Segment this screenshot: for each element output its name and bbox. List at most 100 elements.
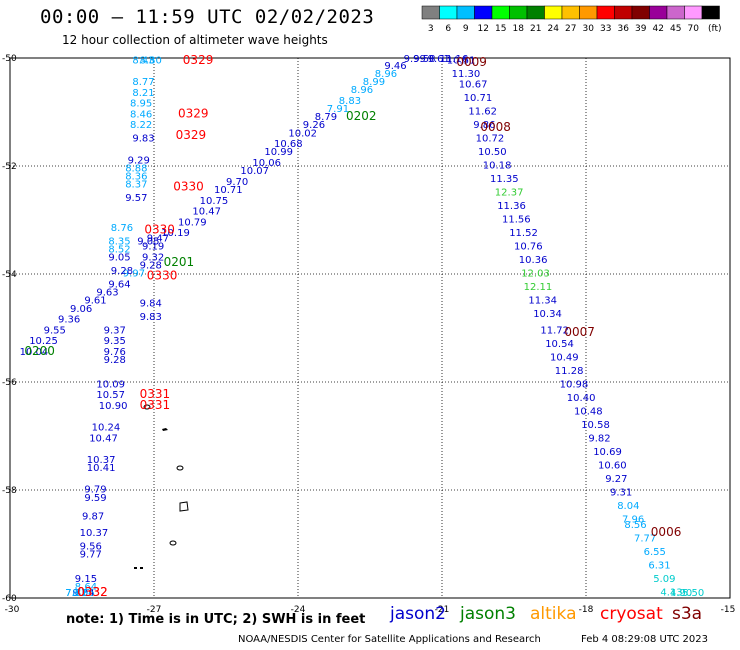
time-label: 0006 — [651, 525, 682, 539]
swh-label: 10.50 — [478, 147, 507, 158]
time-label: 0329 — [178, 106, 209, 120]
swh-label: 11.16 — [440, 54, 469, 65]
swh-label: 8.46 — [130, 109, 152, 120]
legend-label: 36 — [618, 24, 630, 34]
legend-swatch — [474, 5, 493, 20]
legend-swatch — [596, 5, 615, 20]
swh-label: 8.83 — [339, 96, 361, 107]
swh-label: 9.19 — [142, 242, 164, 253]
legend-swatch — [561, 5, 580, 20]
island-shape — [169, 540, 177, 546]
legend-cryosat: cryosat — [600, 604, 663, 624]
y-tick-label: -52 — [2, 162, 17, 172]
swh-label: 10.25 — [29, 336, 58, 347]
swh-label: 10.71 — [214, 185, 243, 196]
legend-label: 70 — [688, 24, 700, 34]
swh-label: 10.76 — [514, 242, 543, 253]
legend-swatch — [614, 5, 633, 20]
footer-note: note: 1) Time is in UTC; 2) SWH is in fe… — [66, 612, 366, 627]
time-label: 0008 — [480, 120, 511, 134]
swh-label: 10.37 — [80, 528, 109, 539]
time-label: 0329 — [176, 128, 207, 142]
swh-label: 9.84 — [140, 298, 162, 309]
swh-label: 7.77 — [634, 533, 656, 544]
swh-label: 9.36 — [58, 315, 80, 326]
swh-label: 8.95 — [130, 99, 152, 110]
time-label: 0332 — [77, 585, 108, 599]
time-label: 0009 — [456, 55, 487, 69]
swh-label: 8.76 — [111, 223, 133, 234]
swh-label: 8.43 — [132, 55, 154, 66]
legend-label: 42 — [653, 24, 664, 34]
swh-label: 12.37 — [495, 188, 524, 199]
swh-label: 10.19 — [161, 228, 190, 239]
legend-swatch — [491, 5, 510, 20]
legend-swatch — [526, 5, 545, 20]
swh-label: 8.79 — [315, 112, 337, 123]
time-label: 0202 — [346, 109, 377, 123]
swh-label: 11.28 — [555, 366, 584, 377]
time-label: 0330 — [144, 223, 175, 237]
swh-label: 10.18 — [483, 161, 512, 172]
swh-label: 9.32 — [142, 253, 164, 264]
island-shape — [179, 501, 189, 512]
swh-label: 7.96 — [622, 514, 644, 525]
swh-label: 6.55 — [644, 547, 666, 558]
time-label: 0332 — [77, 585, 108, 599]
swh-label: 9.28 — [140, 261, 162, 272]
swh-label: 8.22 — [130, 120, 152, 131]
time-label: 0331 — [140, 398, 171, 412]
time-label: 0007 — [564, 325, 595, 339]
swh-label: 8.52 — [108, 244, 130, 255]
swh-label: 10.02 — [288, 128, 317, 139]
swh-label: 10.07 — [240, 166, 269, 177]
legend-swatch — [456, 5, 475, 20]
legend-jason3: jason3 — [460, 604, 516, 624]
swh-label: 9.46 — [384, 61, 406, 72]
swh-label: 9.83 — [132, 134, 154, 145]
swh-label: 8.56 — [624, 520, 646, 531]
swh-label: 9.28 — [104, 355, 126, 366]
swh-label: 9.26 — [303, 120, 325, 131]
color-legend: 3 6 9 12 15 18 21 24 27 30 33 36 39 42 45 70 (ft) — [421, 5, 722, 34]
legend-swatch — [666, 5, 685, 20]
swh-label: 9.83 — [140, 312, 162, 323]
time-label: 0330 — [173, 179, 204, 193]
time-label: 0200 — [24, 344, 55, 358]
swh-label: 8.96 — [351, 85, 373, 96]
swh-label: 9.47 — [147, 234, 169, 245]
islands — [134, 404, 189, 569]
swh-label: 8.80 — [140, 55, 162, 66]
swh-label: 9.82 — [588, 433, 610, 444]
swh-label: 9.76 — [104, 347, 126, 358]
swh-label: 11.36 — [497, 201, 526, 212]
swh-label: 6.31 — [648, 560, 670, 571]
swh-label: 5.50 — [682, 588, 704, 599]
swh-label: 9.64 — [108, 280, 130, 291]
legend-swatch — [701, 5, 720, 20]
swh-label: 10.47 — [89, 433, 118, 444]
y-tick-label: -50 — [2, 54, 17, 64]
time-label: 0330 — [147, 268, 178, 282]
swh-label: 9.99 — [404, 54, 426, 65]
data-labels: 10.0410.259.559.369.069.619.639.649.979.… — [20, 53, 705, 599]
swh-label: 9.05 — [137, 236, 159, 247]
x-tick-label: -30 — [5, 605, 20, 615]
legend-label: 6 — [445, 24, 451, 34]
swh-label: 7.81 — [65, 588, 87, 599]
swh-label: 11.52 — [509, 228, 538, 239]
swh-label: 9.37 — [104, 325, 126, 336]
y-tick-label: -56 — [2, 378, 17, 388]
swh-label: 9.29 — [128, 155, 150, 166]
swh-label: 11.30 — [452, 69, 481, 80]
swh-label: 9.70 — [226, 177, 248, 188]
chart-subtitle: 12 hour collection of altimeter wave hei… — [62, 33, 328, 47]
swh-label: 4.90 — [670, 588, 692, 599]
time-label: 0329 — [183, 53, 214, 67]
legend-label: 24 — [548, 24, 560, 34]
swh-label: 8.21 — [132, 88, 154, 99]
swh-label: 8.35 — [108, 236, 130, 247]
legend-label: 39 — [635, 24, 647, 34]
swh-label: 10.47 — [192, 207, 221, 218]
